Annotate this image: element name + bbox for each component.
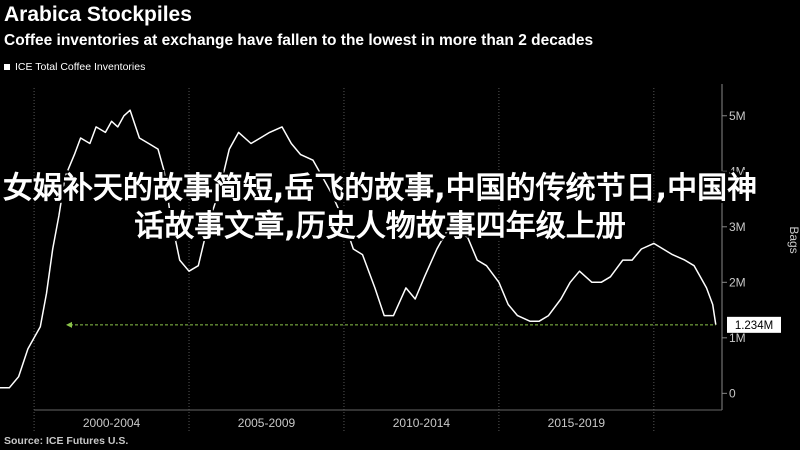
- grid: [33, 88, 655, 432]
- last-value-label: 1.234M: [735, 320, 773, 332]
- y-tick-label: 0: [729, 386, 736, 400]
- x-tick-label: 2010-2014: [393, 416, 451, 430]
- annotations: 1.234M: [66, 316, 781, 333]
- x-tick-label: 2015-2019: [548, 416, 606, 430]
- legend: ICE Total Coffee Inventories: [4, 61, 145, 73]
- series-line-0: [0, 109, 717, 389]
- last-value-box: [727, 316, 781, 333]
- chart-subtitle: Coffee inventories at exchange have fall…: [4, 32, 594, 49]
- y-axis: 0 1M 2M 3M 4M 5M Bags: [721, 84, 800, 410]
- y-tick-label: 3M: [729, 220, 746, 234]
- y-axis-title: Bags: [787, 226, 800, 253]
- y-tick-label: 2M: [729, 275, 746, 289]
- chart-title: Arabica Stockpiles: [4, 3, 192, 26]
- legend-swatch: [4, 64, 10, 70]
- x-tick-label: 2005-2009: [238, 416, 296, 430]
- legend-label: ICE Total Coffee Inventories: [15, 61, 146, 73]
- x-tick-label: 2000-2004: [83, 416, 141, 430]
- latest-value-arrow: [66, 321, 72, 328]
- overlay-text: 女娲补天的故事简短,岳飞的故事,中国的传统节日,中国神话故事文章,历史人物故事四…: [2, 171, 758, 244]
- x-axis: 2000-2004 2005-2009 2010-2014 2015-2019: [34, 409, 722, 430]
- y-tick-label: 4M: [729, 164, 746, 178]
- series-group: [0, 109, 717, 389]
- y-tick-label: 1M: [729, 331, 746, 345]
- y-tick-label: 5M: [729, 109, 746, 123]
- source-note: Source: ICE Futures U.S.: [4, 435, 129, 447]
